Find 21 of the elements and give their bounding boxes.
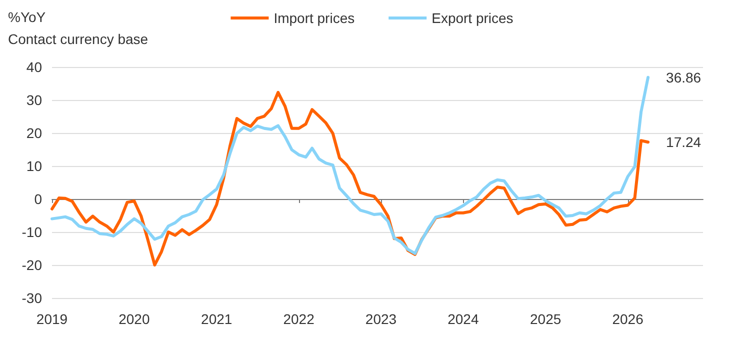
y-tick-label: 30 — [26, 92, 42, 108]
y-tick-label: 40 — [26, 59, 42, 75]
annotation: 17.24 — [666, 134, 702, 150]
x-tick-label: 2025 — [530, 311, 562, 327]
annotation: 36.86 — [666, 69, 702, 86]
y-tick-label: 0 — [34, 191, 42, 207]
y-tick-label: -20 — [22, 257, 42, 273]
y-tick-label: -30 — [22, 290, 42, 306]
y-tick-label: -10 — [22, 224, 42, 240]
y-axis-title: %YoY Contact currency base — [8, 9, 148, 47]
x-tick-label: 2023 — [365, 311, 397, 327]
x-tick-label: 2021 — [201, 311, 232, 327]
x-tick-label: 2026 — [612, 311, 644, 327]
legend-label: Export prices — [432, 10, 514, 26]
x-tick-label: 2024 — [448, 311, 479, 327]
legend-label: Import prices — [274, 10, 355, 26]
y-tick-label: 10 — [26, 158, 42, 174]
y-tick-label: 20 — [26, 125, 42, 141]
x-tick-label: 2020 — [118, 311, 150, 327]
x-tick-label: 2019 — [36, 311, 68, 327]
x-tick-label: 2022 — [283, 311, 315, 327]
